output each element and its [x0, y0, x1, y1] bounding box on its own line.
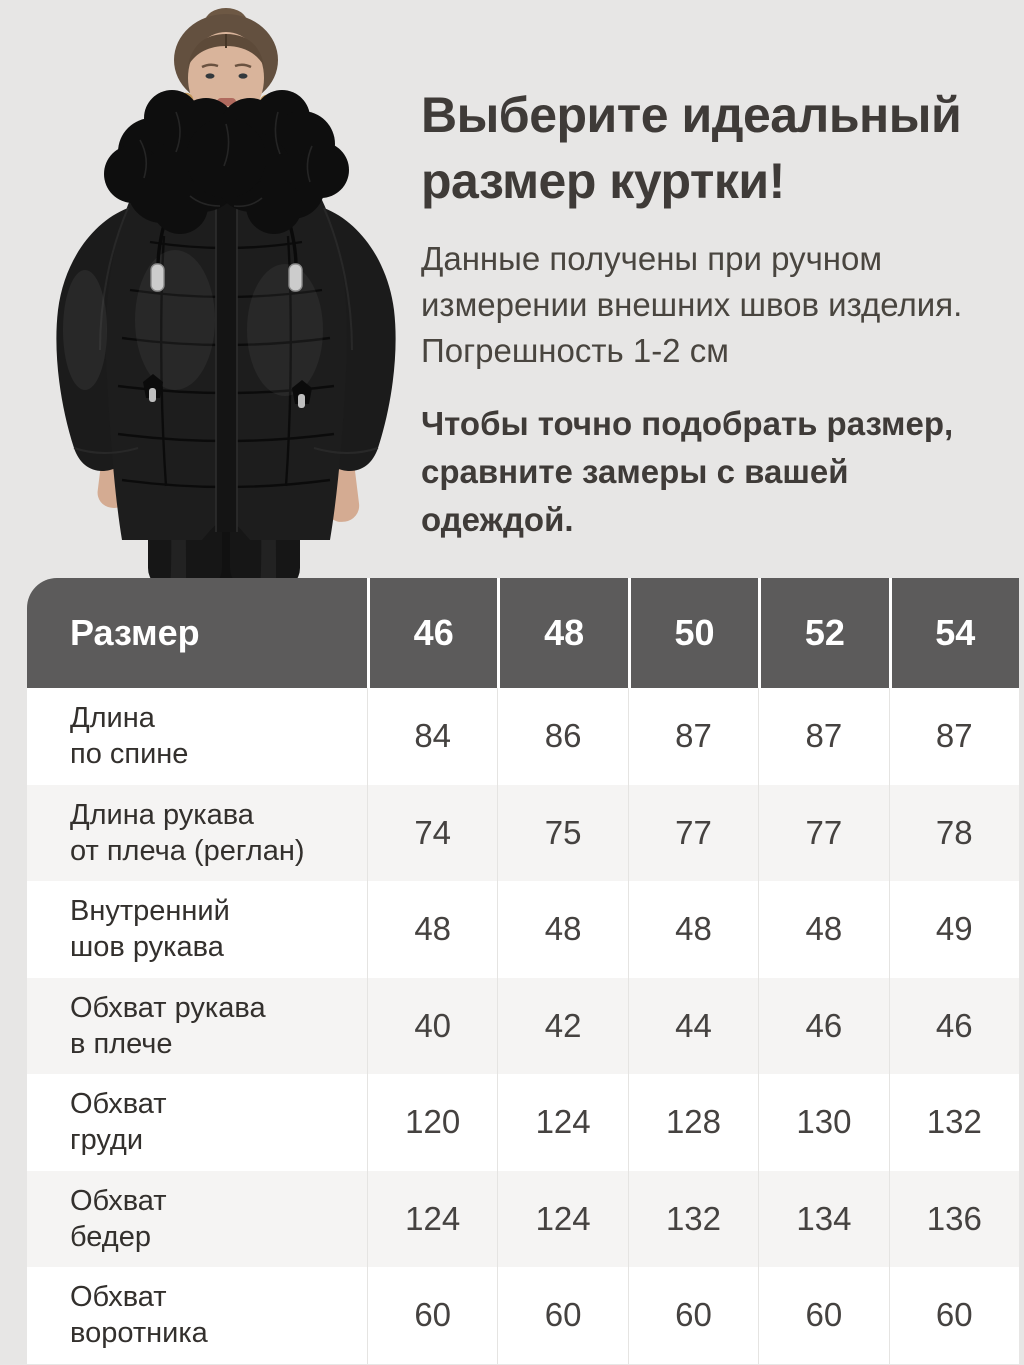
- cell-value: 49: [888, 881, 1019, 978]
- cell-value: 44: [627, 977, 758, 1074]
- size-table-body: Длина по спине 84 86 87 87 87 Длина рука…: [27, 688, 1019, 1364]
- cell-value: 60: [367, 1267, 497, 1364]
- cell-value: 136: [888, 1170, 1019, 1267]
- table-row: Обхват бедер 124 124 132 134 136: [27, 1170, 1019, 1267]
- table-row: Длина по спине 84 86 87 87 87: [27, 688, 1019, 785]
- header-cell-size-48: 48: [497, 578, 627, 688]
- cell-value: 132: [627, 1170, 758, 1267]
- row-label: Обхват бедер: [70, 1184, 167, 1253]
- cell-value: 84: [367, 688, 497, 785]
- cell-value: 75: [497, 784, 627, 881]
- row-label: Обхват воротника: [70, 1281, 208, 1350]
- row-label: Длина по спине: [70, 702, 189, 771]
- cell-value: 60: [497, 1267, 627, 1364]
- cell-value: 48: [497, 881, 627, 978]
- cell-value: 40: [367, 977, 497, 1074]
- intro-note: Чтобы точно подобрать размер, сравните з…: [421, 405, 954, 538]
- cell-value: 134: [758, 1170, 888, 1267]
- table-row: Обхват воротника 60 60 60 60 60: [27, 1267, 1019, 1364]
- row-label: Внутренний шов рукава: [70, 895, 230, 964]
- table-row: Обхват рукава в плече 40 42 44 46 46: [27, 977, 1019, 1074]
- cell-value: 60: [888, 1267, 1019, 1364]
- cell-value: 48: [627, 881, 758, 978]
- cell-value: 132: [888, 1074, 1019, 1171]
- cell-value: 60: [758, 1267, 888, 1364]
- intro-description: Данные получены при ручном измерении вне…: [421, 240, 963, 369]
- table-row: Обхват груди 120 124 128 130 132: [27, 1074, 1019, 1171]
- puffer-jacket: [56, 200, 396, 540]
- cell-value: 124: [497, 1170, 627, 1267]
- cell-value: 86: [497, 688, 627, 785]
- size-table: Размер 46 48 50 52 54 Длина по спине 84 …: [27, 578, 1019, 1364]
- cell-value: 120: [367, 1074, 497, 1171]
- cell-value: 46: [888, 977, 1019, 1074]
- cell-value: 74: [367, 784, 497, 881]
- size-table-header: Размер 46 48 50 52 54: [27, 578, 1019, 688]
- row-label: Обхват рукава в плече: [70, 991, 266, 1060]
- cell-value: 78: [888, 784, 1019, 881]
- cell-value: 124: [367, 1170, 497, 1267]
- cell-value: 48: [758, 881, 888, 978]
- cell-value: 87: [888, 688, 1019, 785]
- cell-value: 87: [627, 688, 758, 785]
- header-cell-size-50: 50: [627, 578, 758, 688]
- cell-value: 87: [758, 688, 888, 785]
- cell-value: 77: [627, 784, 758, 881]
- header-cell-size-label: Размер: [70, 612, 200, 653]
- model-photo: [56, 8, 396, 590]
- row-label: Длина рукава от плеча (реглан): [70, 798, 305, 867]
- cell-value: 42: [497, 977, 627, 1074]
- header-cell-size-54: 54: [888, 578, 1019, 688]
- fur-hood: [104, 90, 349, 234]
- header-cell-size-52: 52: [758, 578, 888, 688]
- cell-value: 128: [627, 1074, 758, 1171]
- cell-value: 46: [758, 977, 888, 1074]
- cell-value: 48: [367, 881, 497, 978]
- cell-value: 77: [758, 784, 888, 881]
- intro-section: Выберите идеальный размер куртки! Данные…: [421, 82, 1009, 544]
- page-title: Выберите идеальный размер куртки!: [421, 87, 962, 209]
- table-row: Внутренний шов рукава 48 48 48 48 49: [27, 881, 1019, 978]
- cell-value: 130: [758, 1074, 888, 1171]
- cell-value: 124: [497, 1074, 627, 1171]
- row-label: Обхват груди: [70, 1088, 167, 1157]
- table-row: Длина рукава от плеча (реглан) 74 75 77 …: [27, 784, 1019, 881]
- pocket-buttons: [143, 374, 312, 408]
- header-cell-size-46: 46: [367, 578, 497, 688]
- jacket-placket: [216, 202, 237, 532]
- cell-value: 60: [627, 1267, 758, 1364]
